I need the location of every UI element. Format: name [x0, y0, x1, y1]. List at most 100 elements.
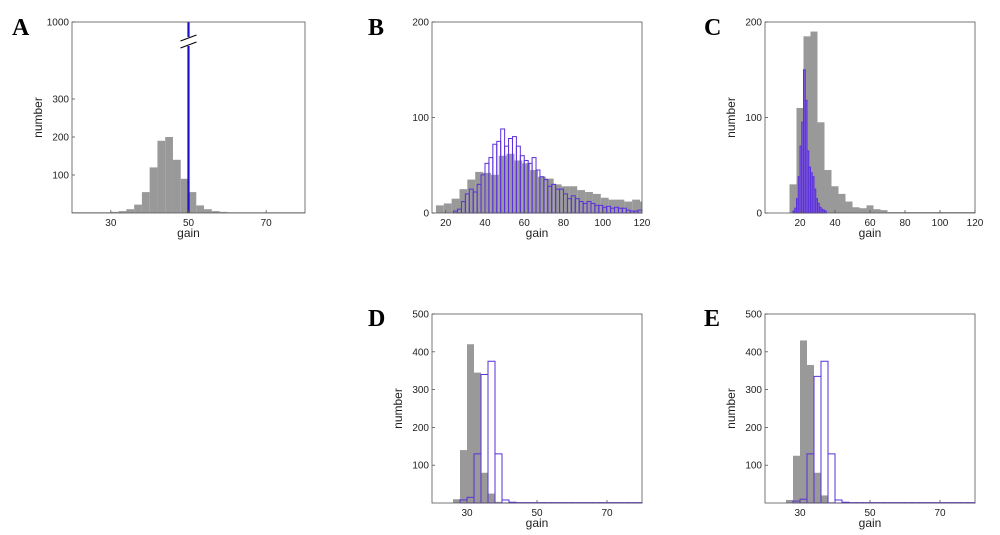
gray-bar — [640, 201, 642, 213]
gray-bar — [616, 199, 625, 213]
gray-bar — [880, 210, 888, 213]
y-tick-label: 500 — [745, 310, 762, 321]
gray-bar — [451, 198, 460, 213]
x-axis-label: gain — [177, 226, 200, 240]
x-tick-label: 80 — [899, 218, 911, 229]
gray-bar — [134, 204, 142, 213]
gray-bar — [950, 212, 958, 213]
axis-break-gap — [179, 37, 198, 46]
x-axis-label: gain — [526, 516, 549, 530]
gray-bar — [188, 192, 197, 213]
gray-bar — [585, 191, 593, 213]
x-tick-label: 20 — [440, 218, 452, 229]
x-tick-label: 30 — [105, 218, 117, 229]
y-tick-label: 500 — [412, 310, 429, 321]
y-tick-label: 300 — [52, 95, 69, 106]
gray-bar — [490, 174, 499, 213]
gray-bar — [126, 209, 135, 213]
gray-bar — [475, 171, 484, 213]
x-tick-label: 50 — [183, 218, 195, 229]
y-tick-label: 100 — [745, 461, 762, 472]
gray-bar — [110, 211, 119, 213]
x-tick-label: 50 — [531, 508, 543, 519]
gray-bar — [831, 186, 839, 213]
gray-bar — [443, 203, 452, 213]
x-tick-label: 80 — [558, 218, 570, 229]
gray-bar — [608, 199, 617, 213]
axis-break-mark — [180, 41, 197, 49]
gray-bar — [118, 211, 127, 213]
gray-bar — [467, 344, 474, 503]
y-tick-label: 300 — [745, 385, 762, 396]
y-tick-label: 100 — [412, 461, 429, 472]
gray-bar — [569, 186, 578, 213]
gray-bar — [971, 212, 975, 213]
axis-break-mark — [180, 34, 197, 42]
x-tick-label: 120 — [967, 218, 984, 229]
y-tick-label: 100 — [52, 171, 69, 182]
gray-bar — [894, 212, 902, 213]
x-tick-label: 50 — [864, 508, 876, 519]
blue-bar — [834, 499, 843, 504]
gray-bar — [814, 472, 821, 503]
gray-bar — [157, 140, 166, 213]
y-tick-label: 0 — [756, 209, 762, 220]
x-tick-label: 70 — [261, 218, 273, 229]
y-tick-label: 1000 — [47, 18, 70, 29]
x-tick-label: 120 — [634, 218, 651, 229]
y-axis-label: number — [391, 388, 405, 429]
gray-bar — [810, 31, 818, 213]
y-tick-label: 400 — [412, 347, 429, 358]
gray-bar — [467, 179, 476, 213]
x-tick-label: 30 — [794, 508, 806, 519]
y-tick-label: 0 — [423, 209, 429, 220]
y-axis-label: number — [31, 97, 45, 138]
x-tick-label: 40 — [479, 218, 491, 229]
gray-bar — [204, 209, 212, 213]
gray-bar — [908, 212, 916, 213]
panel-letter-E: E — [704, 306, 720, 332]
y-tick-label: 200 — [412, 423, 429, 434]
gray-bar — [165, 137, 173, 213]
gray-bar — [632, 199, 641, 213]
y-axis-label: number — [724, 97, 738, 138]
gray-bar — [838, 193, 846, 213]
x-tick-label: 40 — [829, 218, 841, 229]
gray-bar — [866, 205, 874, 213]
blue-bar — [494, 453, 503, 504]
y-tick-label: 100 — [412, 113, 429, 124]
gray-bar — [789, 184, 797, 213]
gray-bar — [873, 209, 881, 213]
y-tick-label: 100 — [745, 113, 762, 124]
y-tick-label: 200 — [745, 423, 762, 434]
gray-bar — [915, 212, 923, 213]
blue-bar — [501, 499, 510, 504]
gray-bar — [435, 205, 444, 213]
gray-bar — [172, 159, 181, 213]
y-tick-label: 400 — [745, 347, 762, 358]
x-tick-label: 60 — [864, 218, 876, 229]
gray-bar — [545, 178, 554, 213]
y-axis-label: number — [724, 388, 738, 429]
x-axis-label: gain — [526, 226, 549, 240]
gray-bar — [845, 201, 853, 213]
gray-bar — [817, 122, 825, 213]
x-tick-label: 60 — [519, 218, 531, 229]
gray-bar — [537, 176, 546, 213]
gray-bar — [821, 495, 828, 503]
gray-bar — [180, 178, 189, 213]
gray-bar — [800, 340, 807, 503]
gray-bar — [852, 207, 860, 213]
x-tick-label: 100 — [932, 218, 949, 229]
gray-bar — [488, 493, 495, 503]
gray-bar — [460, 450, 467, 503]
y-tick-label: 200 — [745, 18, 762, 29]
gray-bar — [553, 184, 562, 213]
gray-bar — [522, 163, 531, 213]
gray-bar — [922, 212, 930, 213]
gray-bar — [495, 501, 502, 503]
x-axis-label: gain — [859, 516, 882, 530]
gray-bar — [453, 499, 460, 503]
panel-letter-C: C — [704, 15, 721, 41]
